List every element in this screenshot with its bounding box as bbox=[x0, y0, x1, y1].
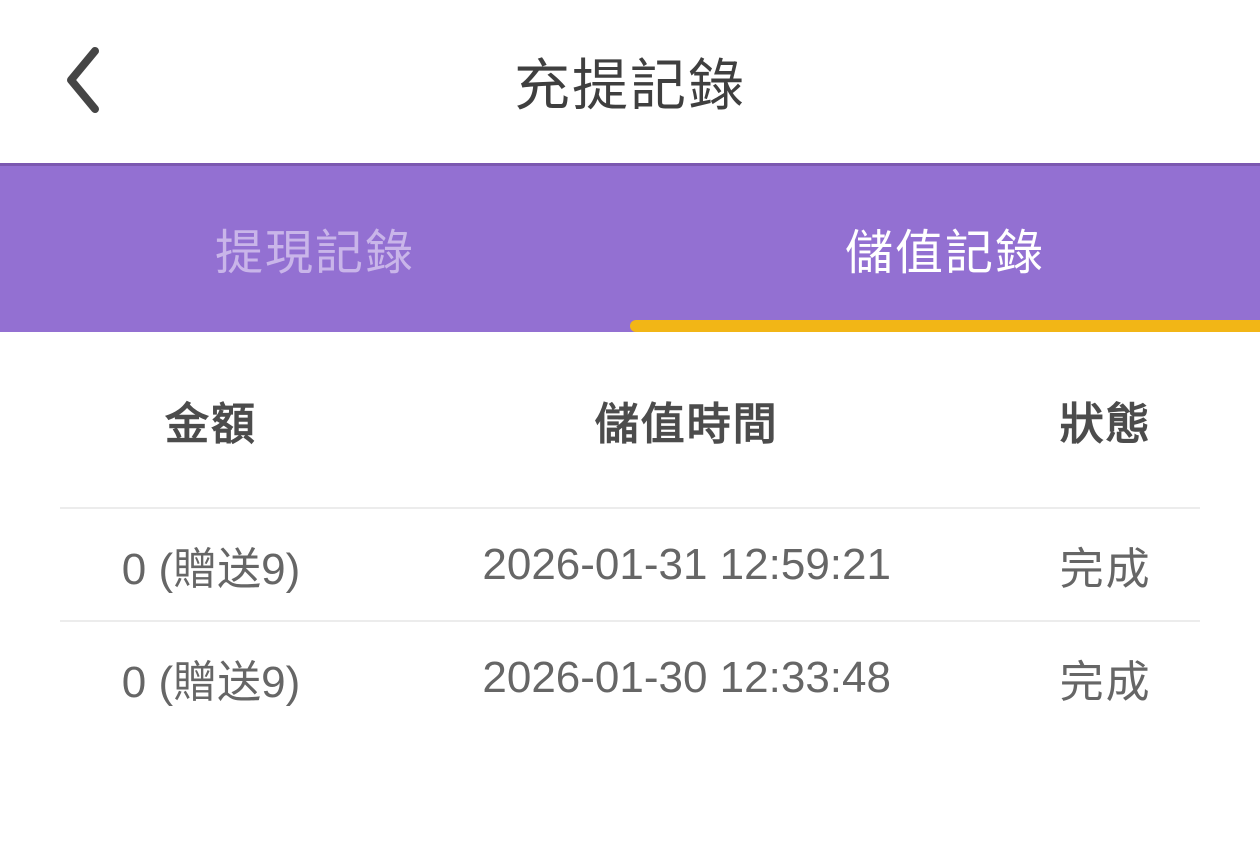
cell-time: 2026-01-31 12:59:21 bbox=[482, 539, 891, 589]
cell-status: 完成 bbox=[1059, 657, 1152, 707]
tab-withdraw-label: 提現記錄 bbox=[214, 226, 415, 280]
page-title: 充提記錄 bbox=[514, 54, 746, 117]
table-header: 金額 儲值時間 狀態 bbox=[0, 332, 1260, 507]
tab-bar: 提現記錄 儲值記錄 bbox=[0, 163, 1260, 332]
records-table: 金額 儲值時間 狀態 0 (贈送9) 2026-01-31 12:59:21 完… bbox=[0, 332, 1260, 733]
active-tab-indicator bbox=[630, 320, 1260, 332]
tab-deposit-records[interactable]: 儲值記錄 bbox=[630, 163, 1260, 332]
top-header: 充提記錄 bbox=[0, 0, 1260, 163]
table-row: 0 (贈送9) 2026-01-31 12:59:21 完成 bbox=[0, 509, 1260, 620]
column-header-amount: 金額 bbox=[165, 399, 258, 449]
column-header-status: 狀態 bbox=[1059, 399, 1152, 449]
cell-amount: 0 (贈送9) bbox=[121, 544, 301, 594]
chevron-left-icon bbox=[66, 46, 100, 114]
table-row: 0 (贈送9) 2026-01-30 12:33:48 完成 bbox=[0, 622, 1260, 733]
divider bbox=[60, 507, 1200, 509]
cell-status: 完成 bbox=[1059, 544, 1152, 594]
column-header-time: 儲值時間 bbox=[594, 399, 779, 449]
cell-time: 2026-01-30 12:33:48 bbox=[482, 652, 891, 702]
tab-deposit-label: 儲值記錄 bbox=[844, 226, 1045, 280]
divider bbox=[60, 620, 1200, 622]
cell-amount: 0 (贈送9) bbox=[121, 657, 301, 707]
tab-withdraw-records[interactable]: 提現記錄 bbox=[0, 163, 630, 332]
back-button[interactable] bbox=[66, 32, 136, 128]
